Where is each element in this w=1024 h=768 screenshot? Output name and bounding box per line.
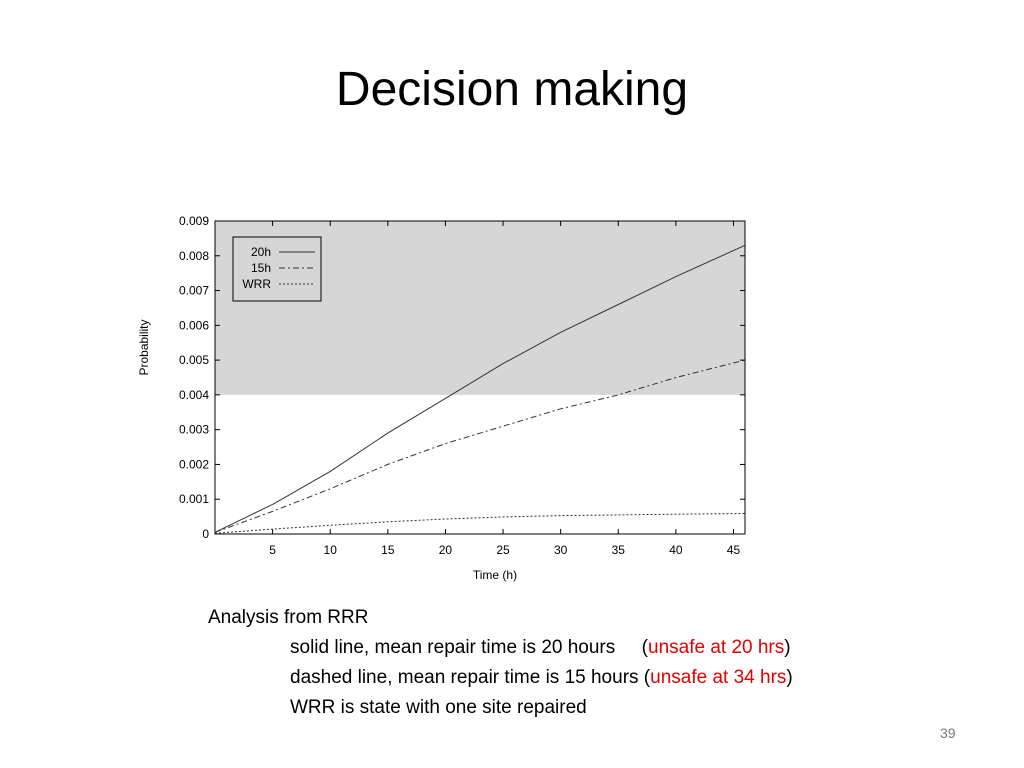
x-tick-label: 10: [324, 543, 338, 557]
y-tick-label: 0.005: [179, 353, 209, 367]
plot-frame: [214, 220, 746, 535]
caption-line-dashed-close: ): [786, 667, 793, 688]
y-tick-label: 0.007: [179, 284, 209, 298]
page-number: 39: [940, 725, 956, 741]
y-tick-label: 0.004: [179, 388, 209, 402]
y-axis-label: Probability: [137, 319, 151, 375]
x-tick-label: 5: [269, 543, 276, 557]
caption-line-dashed-text: dashed line, mean repair time is 15 hour…: [290, 667, 651, 688]
series-line-wrr: [214, 513, 746, 534]
caption: Analysis from RRR solid line, mean repai…: [208, 603, 793, 723]
y-tick-label: 0.008: [179, 249, 209, 263]
y-tick-label: 0.002: [179, 457, 209, 471]
caption-line-solid-gap: (: [615, 637, 648, 658]
caption-line-solid-text: solid line, mean repair time is 20 hours: [290, 637, 616, 658]
caption-line-wrr: WRR is state with one site repaired: [290, 697, 587, 718]
x-tick-label: 40: [669, 543, 683, 557]
probability-chart: 0 0.001 0.002 0.003 0.004 0.005 0.006 0.007 0.00…: [137, 214, 746, 582]
legend-label-15h: 15h: [251, 261, 271, 275]
caption-heading: Analysis from RRR: [208, 607, 369, 628]
y-tick-label: 0.003: [179, 423, 209, 437]
caption-line-dashed: dashed line, mean repair time is 15 hour…: [208, 663, 793, 693]
legend-label-wrr: WRR: [242, 277, 271, 291]
caption-unsafe-34: unsafe at 34 hrs: [650, 667, 787, 688]
slide-title: Decision making: [335, 63, 689, 116]
x-tick-label: 30: [554, 543, 568, 557]
x-tick-label: 15: [381, 543, 395, 557]
legend-box: [232, 236, 322, 302]
legend-label-20h: 20h: [251, 245, 271, 259]
y-tick-label: 0: [202, 527, 209, 541]
caption-unsafe-20: unsafe at 20 hrs: [648, 637, 785, 658]
x-axis-label: Time (h): [473, 568, 517, 582]
x-tick-label: 35: [612, 543, 626, 557]
y-tick-label: 0.009: [179, 214, 209, 228]
caption-line-solid: solid line, mean repair time is 20 hours…: [208, 633, 793, 663]
x-tick-label: 45: [727, 543, 741, 557]
y-tick-label: 0.006: [179, 318, 209, 332]
x-tick-label: 25: [496, 543, 510, 557]
x-tick-label: 20: [439, 543, 453, 557]
y-tick-label: 0.001: [179, 492, 209, 506]
caption-line-solid-close: ): [784, 637, 791, 658]
series-line-20h: [214, 244, 746, 533]
